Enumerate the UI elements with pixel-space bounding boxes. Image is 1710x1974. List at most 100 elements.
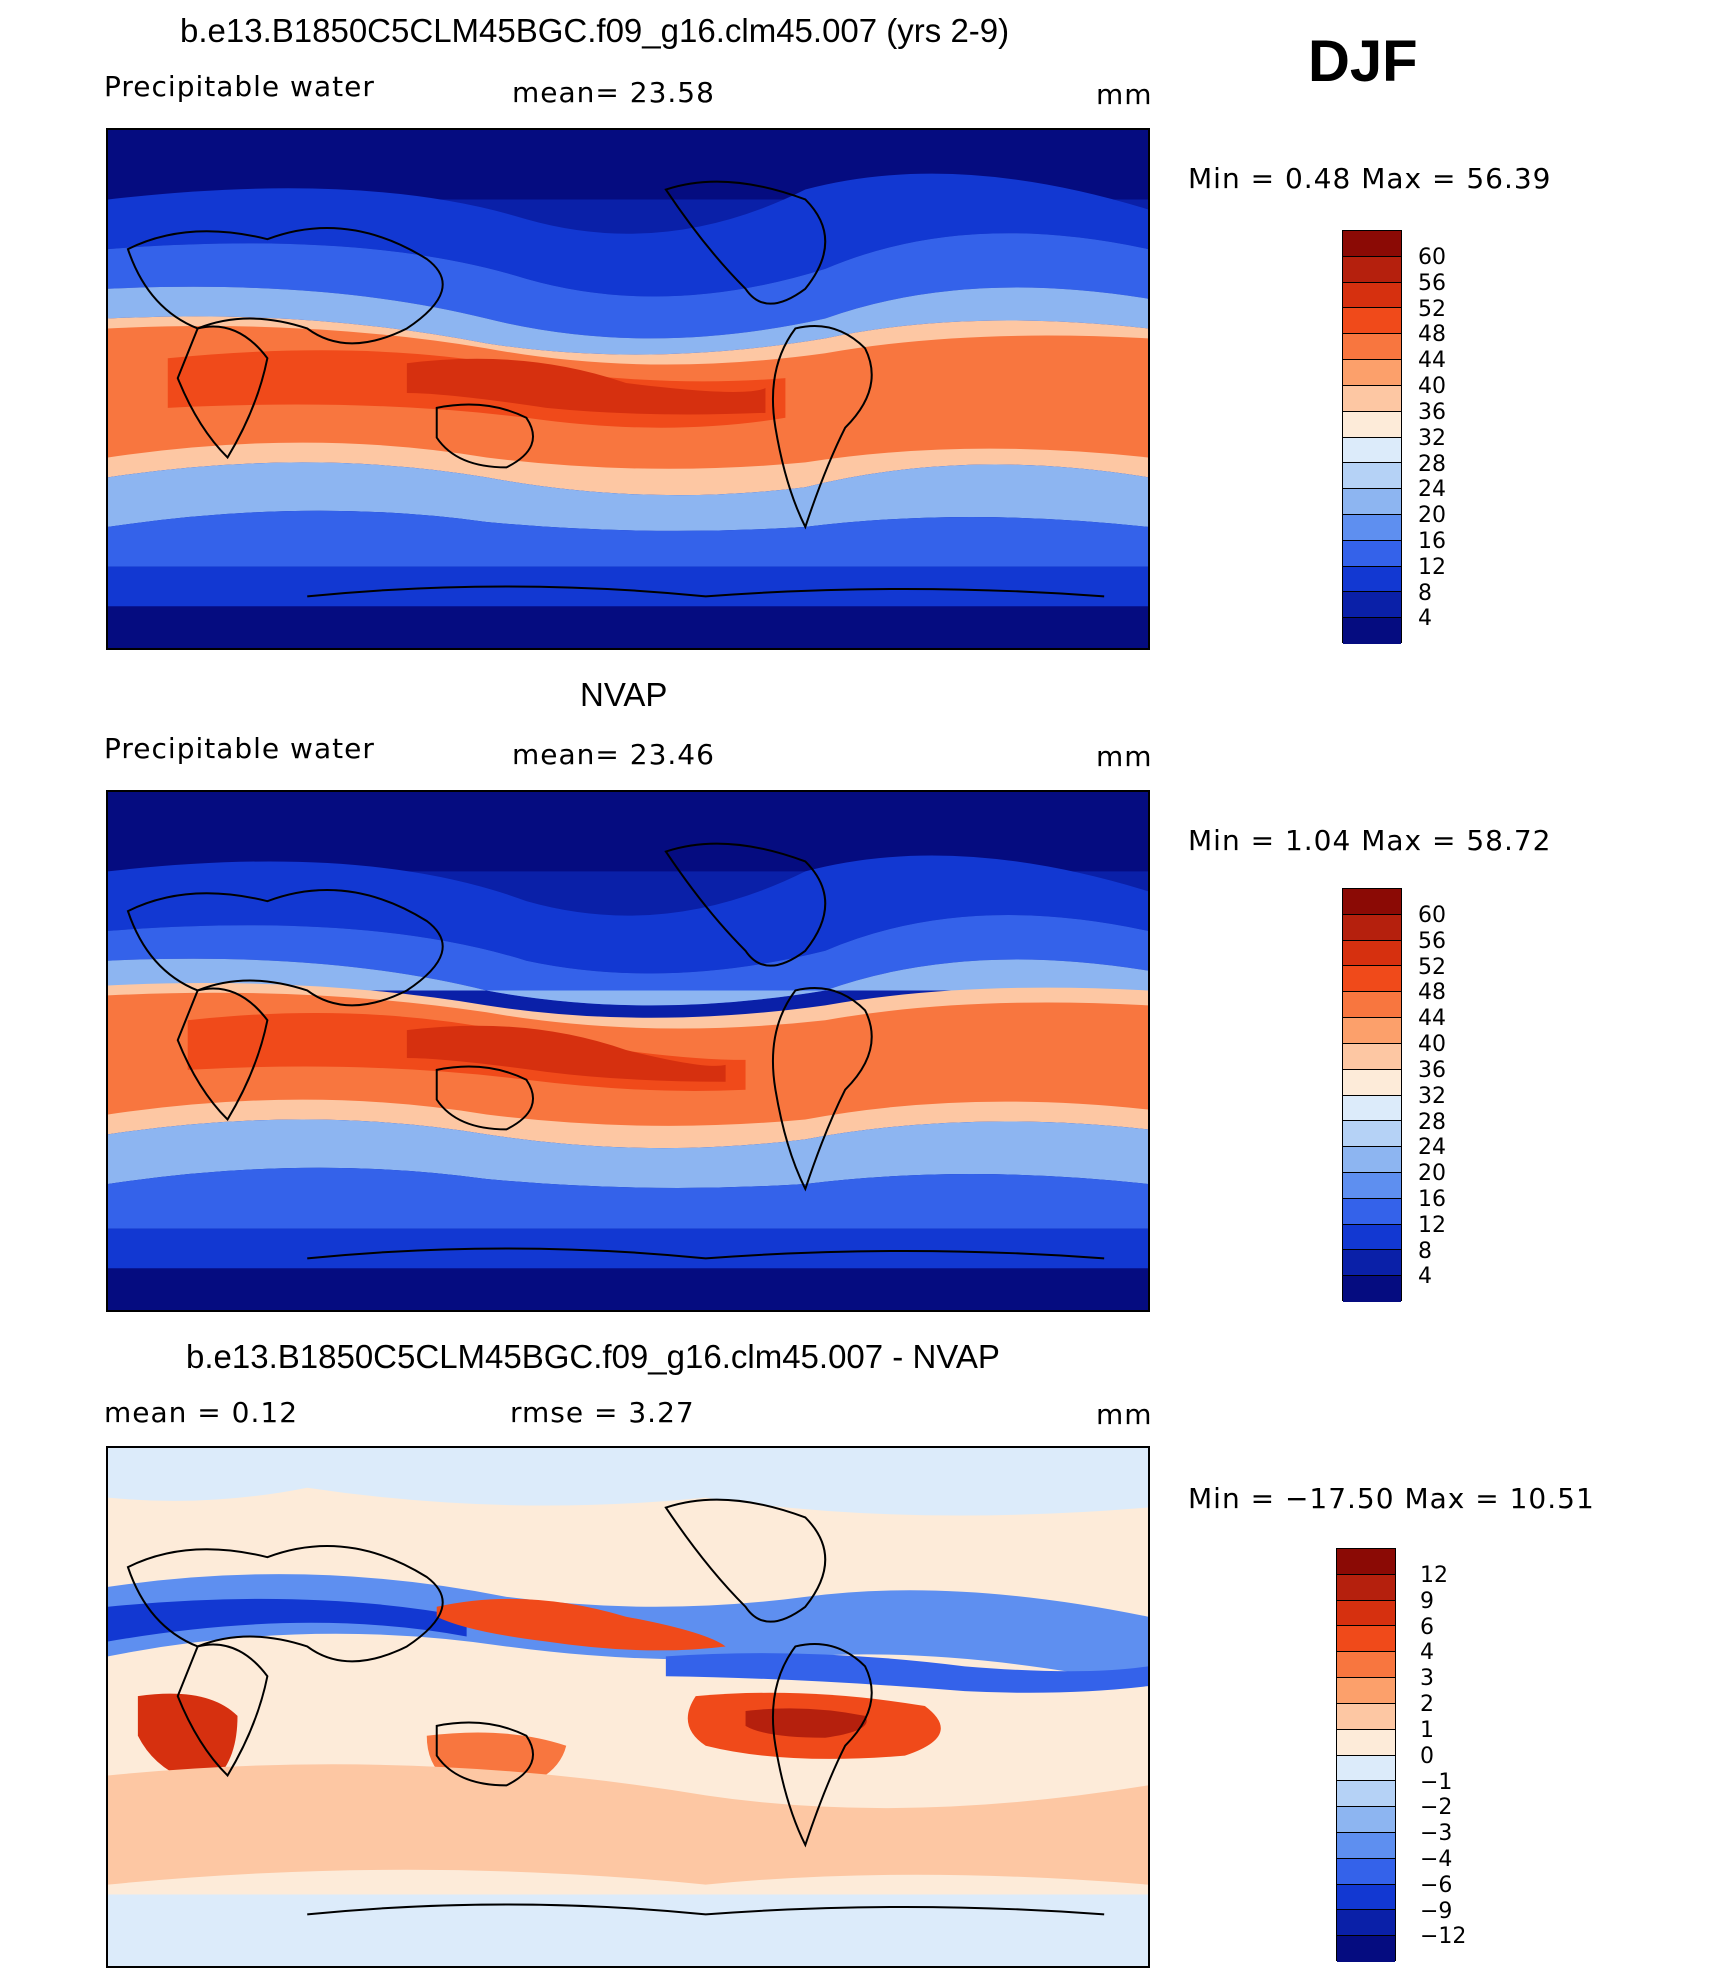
colorbar-tick-label: 4 — [1418, 606, 1432, 632]
colorbar-tick-label: 40 — [1418, 374, 1446, 400]
panel-3-map — [106, 1446, 1150, 1968]
panel-1-minmax: Min = 0.48 Max = 56.39 — [1188, 162, 1552, 195]
colorbar-tick-label: 52 — [1418, 954, 1446, 980]
colorbar-swatch — [1343, 489, 1401, 515]
colorbar-tick-label: 1 — [1420, 1717, 1434, 1743]
colorbar-swatch — [1337, 1626, 1395, 1653]
panel-3-units: mm — [1096, 1398, 1153, 1431]
panel-2-map-svg — [108, 792, 1148, 1310]
colorbar-swatch — [1343, 360, 1401, 386]
panel-3-mean-label: mean = 0.12 — [104, 1396, 299, 1429]
colorbar-tick-label: −6 — [1420, 1872, 1453, 1898]
colorbar-tick-label: 20 — [1418, 503, 1446, 529]
colorbar-swatch — [1343, 1147, 1401, 1173]
colorbar-tick-label: 32 — [1418, 425, 1446, 451]
colorbar-tick-label: 52 — [1418, 296, 1446, 322]
colorbar-swatch — [1343, 940, 1401, 967]
panel-2-units: mm — [1096, 740, 1153, 773]
colorbar-swatch — [1337, 1910, 1395, 1937]
panel-1-units: mm — [1096, 78, 1153, 111]
colorbar-tick-label: 56 — [1418, 270, 1446, 296]
colorbar-tick-label: 24 — [1418, 477, 1446, 503]
colorbar-tick-label: 36 — [1418, 1057, 1446, 1083]
colorbar-swatch — [1337, 1549, 1395, 1575]
colorbar-swatch — [1337, 1858, 1395, 1885]
colorbar-tick-label: 36 — [1418, 399, 1446, 425]
panel-3-rmse-label: rmse = 3.27 — [510, 1396, 695, 1429]
colorbar-swatch — [1343, 889, 1401, 915]
colorbar-tick-label: 12 — [1418, 1212, 1446, 1238]
colorbar-tick-label: 60 — [1418, 903, 1446, 928]
colorbar-tick-label: −1 — [1420, 1769, 1453, 1795]
colorbar-swatch — [1343, 256, 1401, 283]
colorbar-swatch — [1337, 1600, 1395, 1627]
colorbar-swatch — [1343, 1121, 1401, 1148]
colorbar-tick-label: −4 — [1420, 1846, 1453, 1872]
panel-3-map-svg — [108, 1448, 1148, 1966]
colorbar-tick-label: 40 — [1418, 1032, 1446, 1058]
panel-3-colorbar — [1336, 1548, 1396, 1962]
panel-1-map-svg — [108, 130, 1148, 648]
colorbar-tick-label: 12 — [1418, 554, 1446, 580]
colorbar-swatch — [1343, 566, 1401, 593]
panel-1-title: b.e13.B1850C5CLM45BGC.f09_g16.clm45.007 … — [180, 12, 1010, 49]
colorbar-tick-label: 16 — [1418, 1186, 1446, 1212]
colorbar-tick-label: 44 — [1418, 348, 1446, 374]
panel-2-mean-label: mean= 23.46 — [512, 738, 715, 771]
colorbar-tick-label: 28 — [1418, 451, 1446, 477]
colorbar-tick-label: 4 — [1418, 1264, 1432, 1290]
colorbar-swatch — [1343, 463, 1401, 490]
colorbar-tick-label: 16 — [1418, 528, 1446, 554]
panel-2-title: NVAP — [580, 676, 668, 713]
colorbar-tick-label: 32 — [1418, 1083, 1446, 1109]
colorbar-swatch — [1343, 914, 1401, 941]
colorbar-tick-label: 44 — [1418, 1006, 1446, 1032]
colorbar-swatch — [1343, 282, 1401, 309]
colorbar-swatch — [1343, 411, 1401, 438]
colorbar-swatch — [1343, 1276, 1401, 1302]
colorbar-tick-label: 48 — [1418, 980, 1446, 1006]
colorbar-swatch — [1343, 1069, 1401, 1096]
colorbar-swatch — [1337, 1781, 1395, 1808]
colorbar-swatch — [1337, 1703, 1395, 1730]
panel-2-minmax: Min = 1.04 Max = 58.72 — [1188, 824, 1552, 857]
panel-3-title: b.e13.B1850C5CLM45BGC.f09_g16.clm45.007 … — [186, 1338, 1000, 1375]
colorbar-tick-label: 28 — [1418, 1109, 1446, 1135]
colorbar-tick-label: 0 — [1420, 1743, 1434, 1769]
colorbar-tick-label: 20 — [1418, 1161, 1446, 1187]
panel-1-colorbar — [1342, 230, 1402, 644]
colorbar-swatch — [1343, 231, 1401, 257]
colorbar-swatch — [1337, 1936, 1395, 1962]
colorbar-swatch — [1337, 1884, 1395, 1911]
colorbar-tick-label: −9 — [1420, 1898, 1453, 1924]
panel-1-mean-label: mean= 23.58 — [512, 76, 715, 109]
colorbar-tick-label: 8 — [1418, 580, 1432, 606]
colorbar-swatch — [1343, 540, 1401, 567]
colorbar-swatch — [1343, 592, 1401, 619]
colorbar-tick-label: −2 — [1420, 1795, 1453, 1821]
colorbar-swatch — [1343, 1018, 1401, 1044]
colorbar-swatch — [1337, 1832, 1395, 1859]
colorbar-tick-label: 9 — [1420, 1588, 1434, 1614]
panel-2-variable-label: Precipitable water — [104, 732, 375, 765]
colorbar-tick-label: 48 — [1418, 322, 1446, 348]
colorbar-tick-label: 8 — [1418, 1238, 1432, 1264]
panel-1-map — [106, 128, 1150, 650]
colorbar-tick-label: 12 — [1420, 1563, 1448, 1588]
colorbar-tick-label: 2 — [1420, 1692, 1434, 1718]
colorbar-swatch — [1343, 514, 1401, 541]
colorbar-swatch — [1343, 1095, 1401, 1122]
colorbar-swatch — [1343, 437, 1401, 464]
panel-2-colorbar — [1342, 888, 1402, 1302]
colorbar-swatch — [1343, 966, 1401, 993]
panel-1-variable-label: Precipitable water — [104, 70, 375, 103]
colorbar-tick-label: 24 — [1418, 1135, 1446, 1161]
colorbar-swatch — [1337, 1729, 1395, 1756]
colorbar-tick-label: 60 — [1418, 245, 1446, 270]
colorbar-tick-label: 56 — [1418, 928, 1446, 954]
colorbar-swatch — [1343, 308, 1401, 335]
colorbar-swatch — [1343, 618, 1401, 644]
colorbar-swatch — [1343, 385, 1401, 412]
season-label: DJF — [1308, 29, 1418, 94]
colorbar-swatch — [1337, 1652, 1395, 1679]
